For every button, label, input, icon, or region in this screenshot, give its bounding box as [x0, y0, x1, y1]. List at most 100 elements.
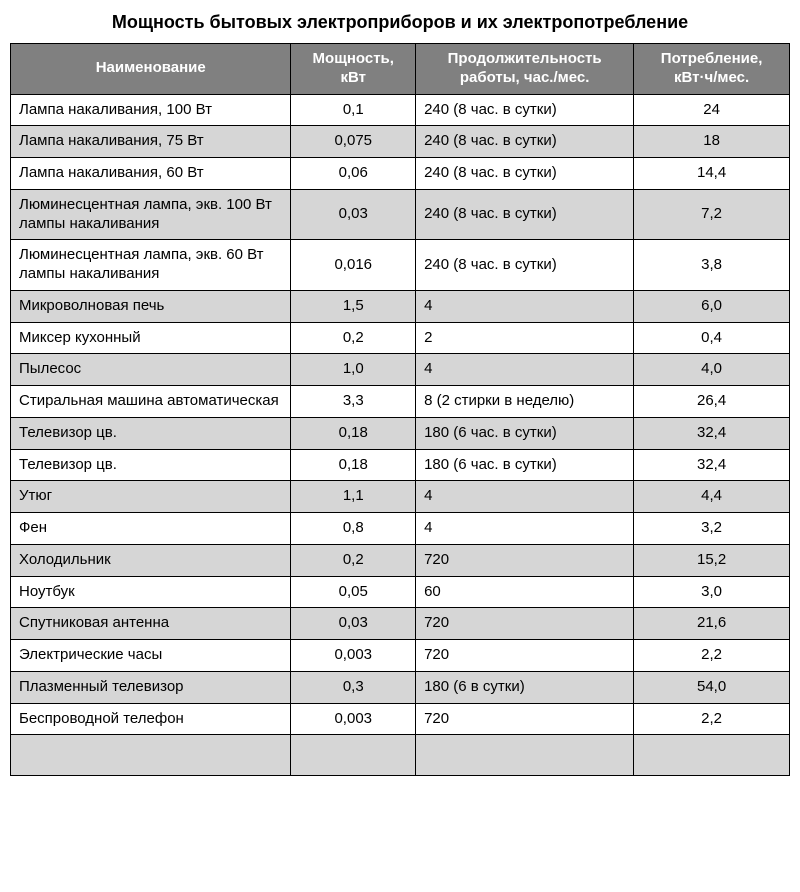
table-row: Лампа накаливания, 60 Вт0,06240 (8 час. …: [11, 158, 790, 190]
cell-name: Холодильник: [11, 544, 291, 576]
table-row: Утюг1,144,4: [11, 481, 790, 513]
cell-power: 0,1: [291, 94, 416, 126]
cell-duration: 8 (2 стирки в неделю): [416, 386, 634, 418]
table-row: Ноутбук0,05603,0: [11, 576, 790, 608]
cell-power: 0,3: [291, 671, 416, 703]
cell-power: 1,0: [291, 354, 416, 386]
cell-name: Люминесцентная лампа, экв. 60 Вт лампы н…: [11, 240, 291, 291]
page-title: Мощность бытовых электроприборов и их эл…: [10, 12, 790, 33]
cell-duration: 240 (8 час. в сутки): [416, 240, 634, 291]
cell-power: 0,016: [291, 240, 416, 291]
cell-name: Утюг: [11, 481, 291, 513]
cell-duration: 60: [416, 576, 634, 608]
cell-cons: 7,2: [634, 189, 790, 240]
cell-name: Люминесцентная лампа, экв. 100 Вт лампы …: [11, 189, 291, 240]
cell-name: Микроволновая печь: [11, 290, 291, 322]
cell-duration: 720: [416, 608, 634, 640]
cell-name: Фен: [11, 513, 291, 545]
cell-cons: 2,2: [634, 703, 790, 735]
table-row: Электрические часы0,0037202,2: [11, 640, 790, 672]
cell-name: Пылесос: [11, 354, 291, 386]
appliance-table: Наименование Мощность, кВт Продолжительн…: [10, 43, 790, 776]
cell-name: Миксер кухонный: [11, 322, 291, 354]
table-row: Лампа накаливания, 75 Вт0,075240 (8 час.…: [11, 126, 790, 158]
table-row: Телевизор цв.0,18180 (6 час. в сутки)32,…: [11, 417, 790, 449]
header-duration: Продолжительность работы, час./мес.: [416, 44, 634, 95]
header-name: Наименование: [11, 44, 291, 95]
cell-duration: 240 (8 час. в сутки): [416, 126, 634, 158]
cell-cons: 32,4: [634, 449, 790, 481]
cell-cons: 3,8: [634, 240, 790, 291]
cell-duration: 2: [416, 322, 634, 354]
table-row: Пылесос1,044,0: [11, 354, 790, 386]
cell-power: 0,8: [291, 513, 416, 545]
cell-duration: 180 (6 час. в сутки): [416, 449, 634, 481]
cell-cons: 21,6: [634, 608, 790, 640]
cell-power: 0,2: [291, 322, 416, 354]
table-row: Лампа накаливания, 100 Вт0,1240 (8 час. …: [11, 94, 790, 126]
cell-name: Телевизор цв.: [11, 417, 291, 449]
cell-duration: 720: [416, 703, 634, 735]
cell-power: 0,2: [291, 544, 416, 576]
table-row: Телевизор цв.0,18180 (6 час. в сутки)32,…: [11, 449, 790, 481]
cell-name: Спутниковая антенна: [11, 608, 291, 640]
table-row: Спутниковая антенна0,0372021,6: [11, 608, 790, 640]
cell-cons: 32,4: [634, 417, 790, 449]
cell-duration: 240 (8 час. в сутки): [416, 94, 634, 126]
cell-power: 1,1: [291, 481, 416, 513]
table-row: Люминесцентная лампа, экв. 60 Вт лампы н…: [11, 240, 790, 291]
cell-name: Стиральная машина автоматическая: [11, 386, 291, 418]
cell-cons: 2,2: [634, 640, 790, 672]
cell-power: 0,03: [291, 189, 416, 240]
table-body: Лампа накаливания, 100 Вт0,1240 (8 час. …: [11, 94, 790, 776]
cell-name: Телевизор цв.: [11, 449, 291, 481]
cell-power: 3,3: [291, 386, 416, 418]
cell-power: 0,05: [291, 576, 416, 608]
cell-power: 0,003: [291, 640, 416, 672]
cell-cons: 4,0: [634, 354, 790, 386]
table-row-blank: [11, 735, 790, 776]
header-power: Мощность, кВт: [291, 44, 416, 95]
table-row: Люминесцентная лампа, экв. 100 Вт лампы …: [11, 189, 790, 240]
cell-power: 0,075: [291, 126, 416, 158]
cell-power: 0,06: [291, 158, 416, 190]
cell-duration: 4: [416, 513, 634, 545]
table-row: Микроволновая печь1,546,0: [11, 290, 790, 322]
header-cons: Потребление, кВт·ч/мес.: [634, 44, 790, 95]
cell-cons: 14,4: [634, 158, 790, 190]
cell-name: Плазменный телевизор: [11, 671, 291, 703]
header-row: Наименование Мощность, кВт Продолжительн…: [11, 44, 790, 95]
cell-duration: 720: [416, 640, 634, 672]
cell-power: 0,03: [291, 608, 416, 640]
table-row: Миксер кухонный0,220,4: [11, 322, 790, 354]
cell-power: 0,18: [291, 417, 416, 449]
cell-cons: 3,0: [634, 576, 790, 608]
cell-cons: 24: [634, 94, 790, 126]
table-row: Фен0,843,2: [11, 513, 790, 545]
cell-duration: 4: [416, 290, 634, 322]
cell-name: Лампа накаливания, 60 Вт: [11, 158, 291, 190]
cell-blank: [416, 735, 634, 776]
cell-cons: 15,2: [634, 544, 790, 576]
table-row: Холодильник0,272015,2: [11, 544, 790, 576]
cell-name: Лампа накаливания, 100 Вт: [11, 94, 291, 126]
cell-name: Беспроводной телефон: [11, 703, 291, 735]
cell-name: Электрические часы: [11, 640, 291, 672]
cell-duration: 180 (6 в сутки): [416, 671, 634, 703]
cell-blank: [11, 735, 291, 776]
cell-blank: [291, 735, 416, 776]
cell-cons: 54,0: [634, 671, 790, 703]
cell-duration: 4: [416, 481, 634, 513]
cell-cons: 0,4: [634, 322, 790, 354]
cell-duration: 720: [416, 544, 634, 576]
table-row: Стиральная машина автоматическая3,38 (2 …: [11, 386, 790, 418]
cell-cons: 4,4: [634, 481, 790, 513]
cell-cons: 26,4: [634, 386, 790, 418]
cell-power: 0,003: [291, 703, 416, 735]
cell-cons: 6,0: [634, 290, 790, 322]
table-row: Плазменный телевизор0,3180 (6 в сутки)54…: [11, 671, 790, 703]
cell-blank: [634, 735, 790, 776]
cell-duration: 180 (6 час. в сутки): [416, 417, 634, 449]
cell-duration: 240 (8 час. в сутки): [416, 158, 634, 190]
cell-duration: 4: [416, 354, 634, 386]
